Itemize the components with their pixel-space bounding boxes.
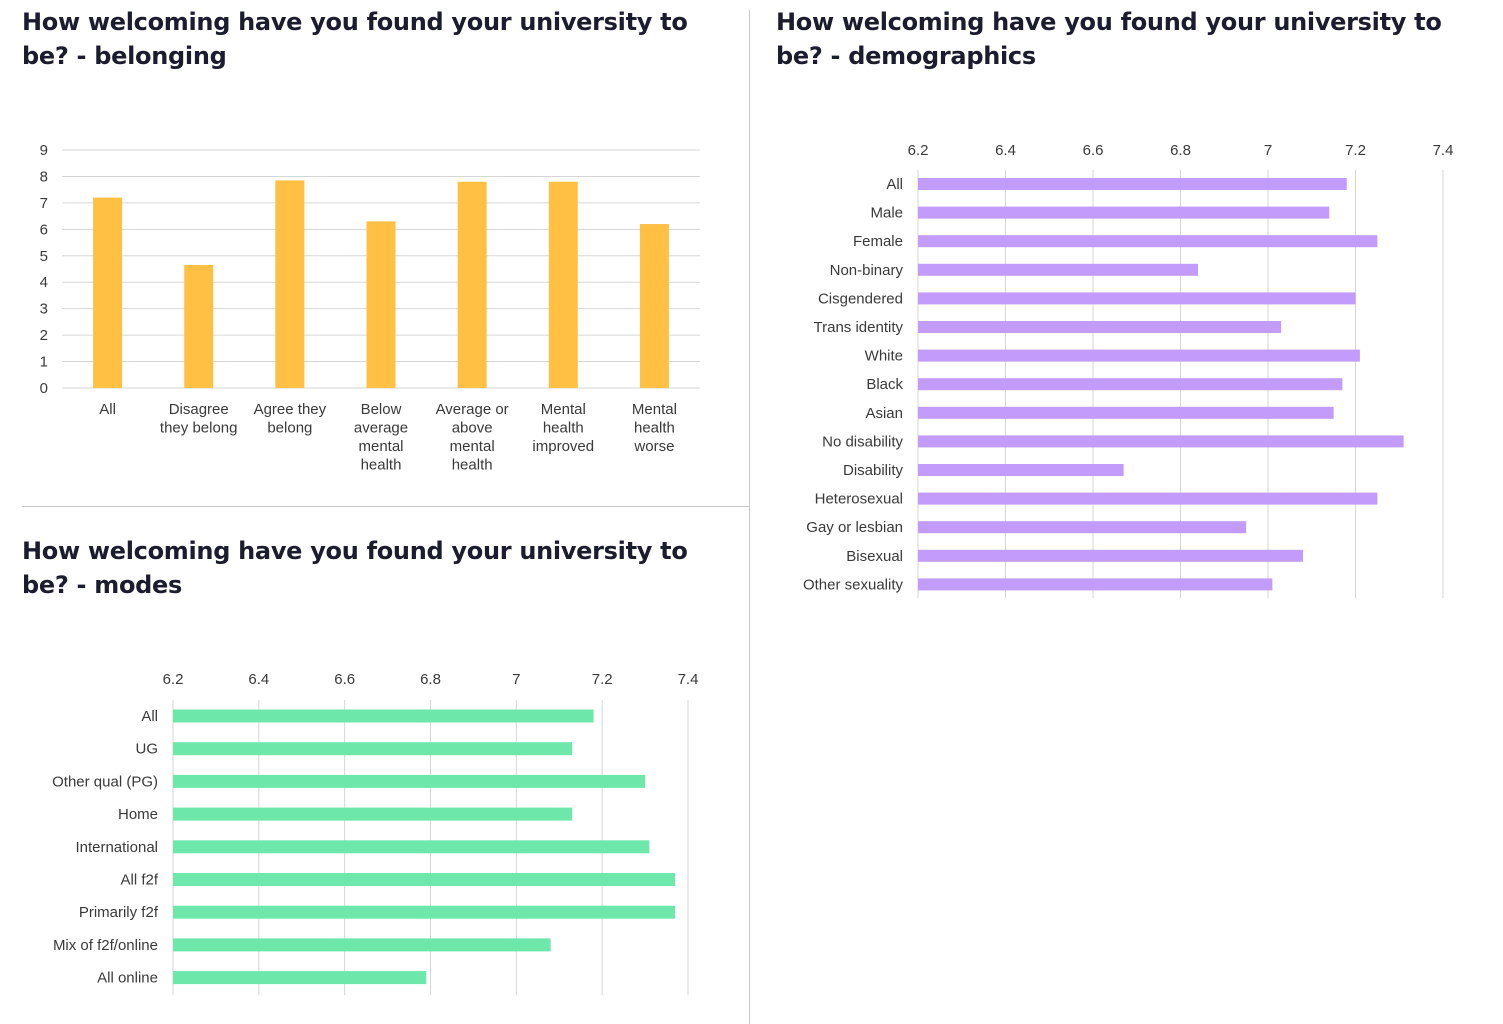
demographics-bar (918, 549, 1303, 562)
modes-bar (173, 709, 594, 723)
belonging-chart-title: How welcoming have you found your univer… (22, 8, 688, 70)
belonging-x-tick-label: Disagree they belong (160, 401, 238, 437)
demographics-bar (918, 378, 1343, 391)
modes-bar (173, 774, 646, 788)
belonging-y-tick-label: 5 (40, 248, 48, 265)
demographics-category-label: No disability (822, 433, 903, 450)
belonging-x-tick-label: All (99, 401, 116, 418)
demographics-bar (918, 492, 1378, 505)
demographics-category-label: Disability (843, 462, 904, 479)
modes-category-label: Primarily f2f (79, 904, 159, 921)
modes-chart-title: How welcoming have you found your univer… (22, 537, 688, 599)
demographics-chart-title: How welcoming have you found your univer… (776, 8, 1442, 70)
demographics-x-tick-label: 6.2 (908, 142, 929, 159)
modes-x-tick-label: 7.2 (592, 671, 613, 688)
modes-category-label: UG (136, 741, 159, 758)
belonging-bar (639, 224, 669, 388)
belonging-y-tick-label: 9 (40, 142, 48, 159)
demographics-category-label: Black (866, 376, 903, 393)
demographics-x-tick-label: 7 (1264, 142, 1272, 159)
belonging-y-tick-label: 3 (40, 301, 48, 318)
modes-category-label: Mix of f2f/online (53, 937, 158, 954)
demographics-category-label: Asian (865, 405, 903, 422)
demographics-bar (918, 464, 1124, 476)
demographics-bar (918, 263, 1198, 276)
demographics-bar (918, 321, 1282, 333)
demographics-category-label: Bisexual (846, 548, 903, 565)
demographics-category-label: Heterosexual (815, 491, 903, 508)
demographics-category-label: Non-binary (830, 262, 904, 279)
demographics-category-label: Other sexuality (803, 576, 904, 593)
modes-bar (173, 807, 573, 821)
belonging-bar (366, 221, 396, 388)
demographics-bar (918, 406, 1334, 419)
modes-x-tick-label: 6.2 (163, 671, 184, 688)
modes-bar (173, 905, 676, 919)
belonging-x-tick-label: Mental health worse (632, 401, 677, 455)
demographics-bar (918, 349, 1360, 362)
modes-x-tick-label: 7 (512, 671, 520, 688)
demographics-category-label: Trans identity (814, 319, 904, 336)
modes-category-label: All f2f (120, 872, 158, 889)
demographics-category-label: All (886, 176, 903, 193)
belonging-x-tick-label: Mental health improved (532, 401, 594, 455)
demographics-x-tick-label: 7.4 (1433, 142, 1454, 159)
belonging-bar (275, 180, 305, 388)
modes-bar (173, 873, 676, 886)
belonging-y-tick-label: 7 (40, 195, 48, 212)
belonging-y-tick-label: 4 (40, 274, 48, 291)
belonging-x-tick-label: Below average mental health (354, 401, 408, 474)
demographics-bar (918, 292, 1356, 305)
modes-category-label: Other qual (PG) (52, 773, 158, 790)
vertical-divider (749, 10, 750, 1024)
horizontal-divider (22, 506, 749, 507)
belonging-bar (457, 181, 487, 388)
demographics-category-label: Gay or lesbian (806, 519, 903, 536)
belonging-x-tick-label: Average or above mental health (436, 401, 509, 474)
modes-x-tick-label: 6.8 (420, 671, 441, 688)
modes-bar (173, 971, 427, 985)
demographics-bar (918, 206, 1330, 219)
modes-category-label: All (141, 708, 158, 725)
demographics-bar (918, 235, 1378, 248)
belonging-bar (548, 181, 578, 388)
modes-bar (173, 742, 573, 756)
demographics-category-label: Female (853, 233, 903, 250)
demographics-category-label: White (865, 348, 903, 365)
demographics-bar (918, 578, 1273, 591)
modes-category-label: Home (118, 806, 158, 823)
demographics-bar (918, 521, 1247, 534)
demographics-category-label: Male (870, 205, 903, 222)
belonging-y-tick-label: 1 (40, 354, 48, 371)
belonging-x-tick-label: Agree they belong (254, 401, 327, 437)
belonging-y-tick-label: 2 (40, 327, 48, 344)
belonging-bar (184, 265, 214, 388)
demographics-bar (918, 178, 1347, 190)
modes-category-label: All online (97, 970, 158, 987)
demographics-bar (918, 435, 1404, 448)
belonging-y-tick-label: 8 (40, 168, 48, 185)
demographics-x-tick-label: 7.2 (1345, 142, 1366, 159)
modes-x-tick-label: 6.6 (334, 671, 355, 688)
belonging-y-tick-label: 0 (40, 380, 48, 397)
modes-bar (173, 938, 551, 952)
demographics-x-tick-label: 6.4 (995, 142, 1016, 159)
belonging-y-tick-label: 6 (40, 221, 48, 238)
modes-x-tick-label: 6.4 (248, 671, 269, 688)
belonging-bar (93, 197, 123, 388)
demographics-x-tick-label: 6.8 (1170, 142, 1191, 159)
demographics-category-label: Cisgendered (818, 290, 903, 307)
demographics-x-tick-label: 6.6 (1083, 142, 1104, 159)
modes-category-label: International (75, 839, 158, 856)
modes-x-tick-label: 7.4 (678, 671, 699, 688)
modes-bar (173, 840, 650, 854)
